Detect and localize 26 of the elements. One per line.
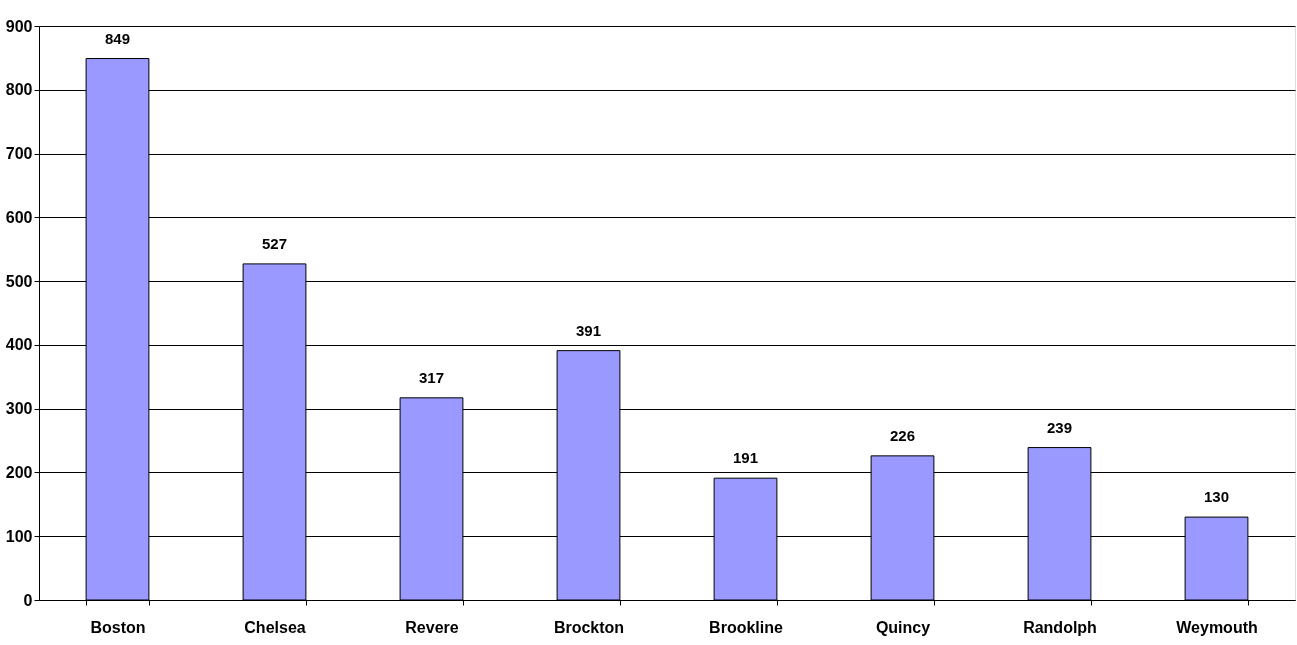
x-tick-label: Revere — [405, 618, 459, 636]
x-tick-label: Quincy — [875, 618, 931, 636]
data-label: 226 — [889, 426, 916, 444]
y-tick-label: 700 — [5, 145, 33, 163]
data-label: 391 — [575, 321, 602, 339]
y-tick-label: 800 — [5, 81, 33, 99]
data-label: 239 — [1046, 418, 1073, 436]
data-label: 130 — [1203, 488, 1230, 506]
y-tick-label: 600 — [5, 208, 33, 226]
x-tick-label: Brockton — [553, 618, 625, 636]
y-tick-label: 200 — [5, 463, 33, 481]
x-tick-label: Boston — [90, 618, 146, 636]
y-tick-label: 0 — [23, 591, 33, 609]
y-tick-label: 500 — [5, 272, 33, 290]
y-tick-label: 100 — [5, 527, 33, 545]
x-tick-label: Randolph — [1023, 618, 1097, 636]
x-tick-label: Weymouth — [1176, 618, 1258, 636]
data-label: 191 — [732, 449, 759, 467]
data-label: 317 — [418, 368, 445, 386]
x-tick-label: Chelsea — [244, 618, 306, 636]
data-label: 849 — [104, 29, 131, 47]
data-label: 527 — [261, 234, 288, 252]
y-tick-label: 400 — [5, 336, 33, 354]
x-tick-label: Brookline — [709, 618, 783, 636]
y-tick-label: 900 — [5, 17, 33, 35]
y-tick-label: 300 — [5, 400, 33, 418]
